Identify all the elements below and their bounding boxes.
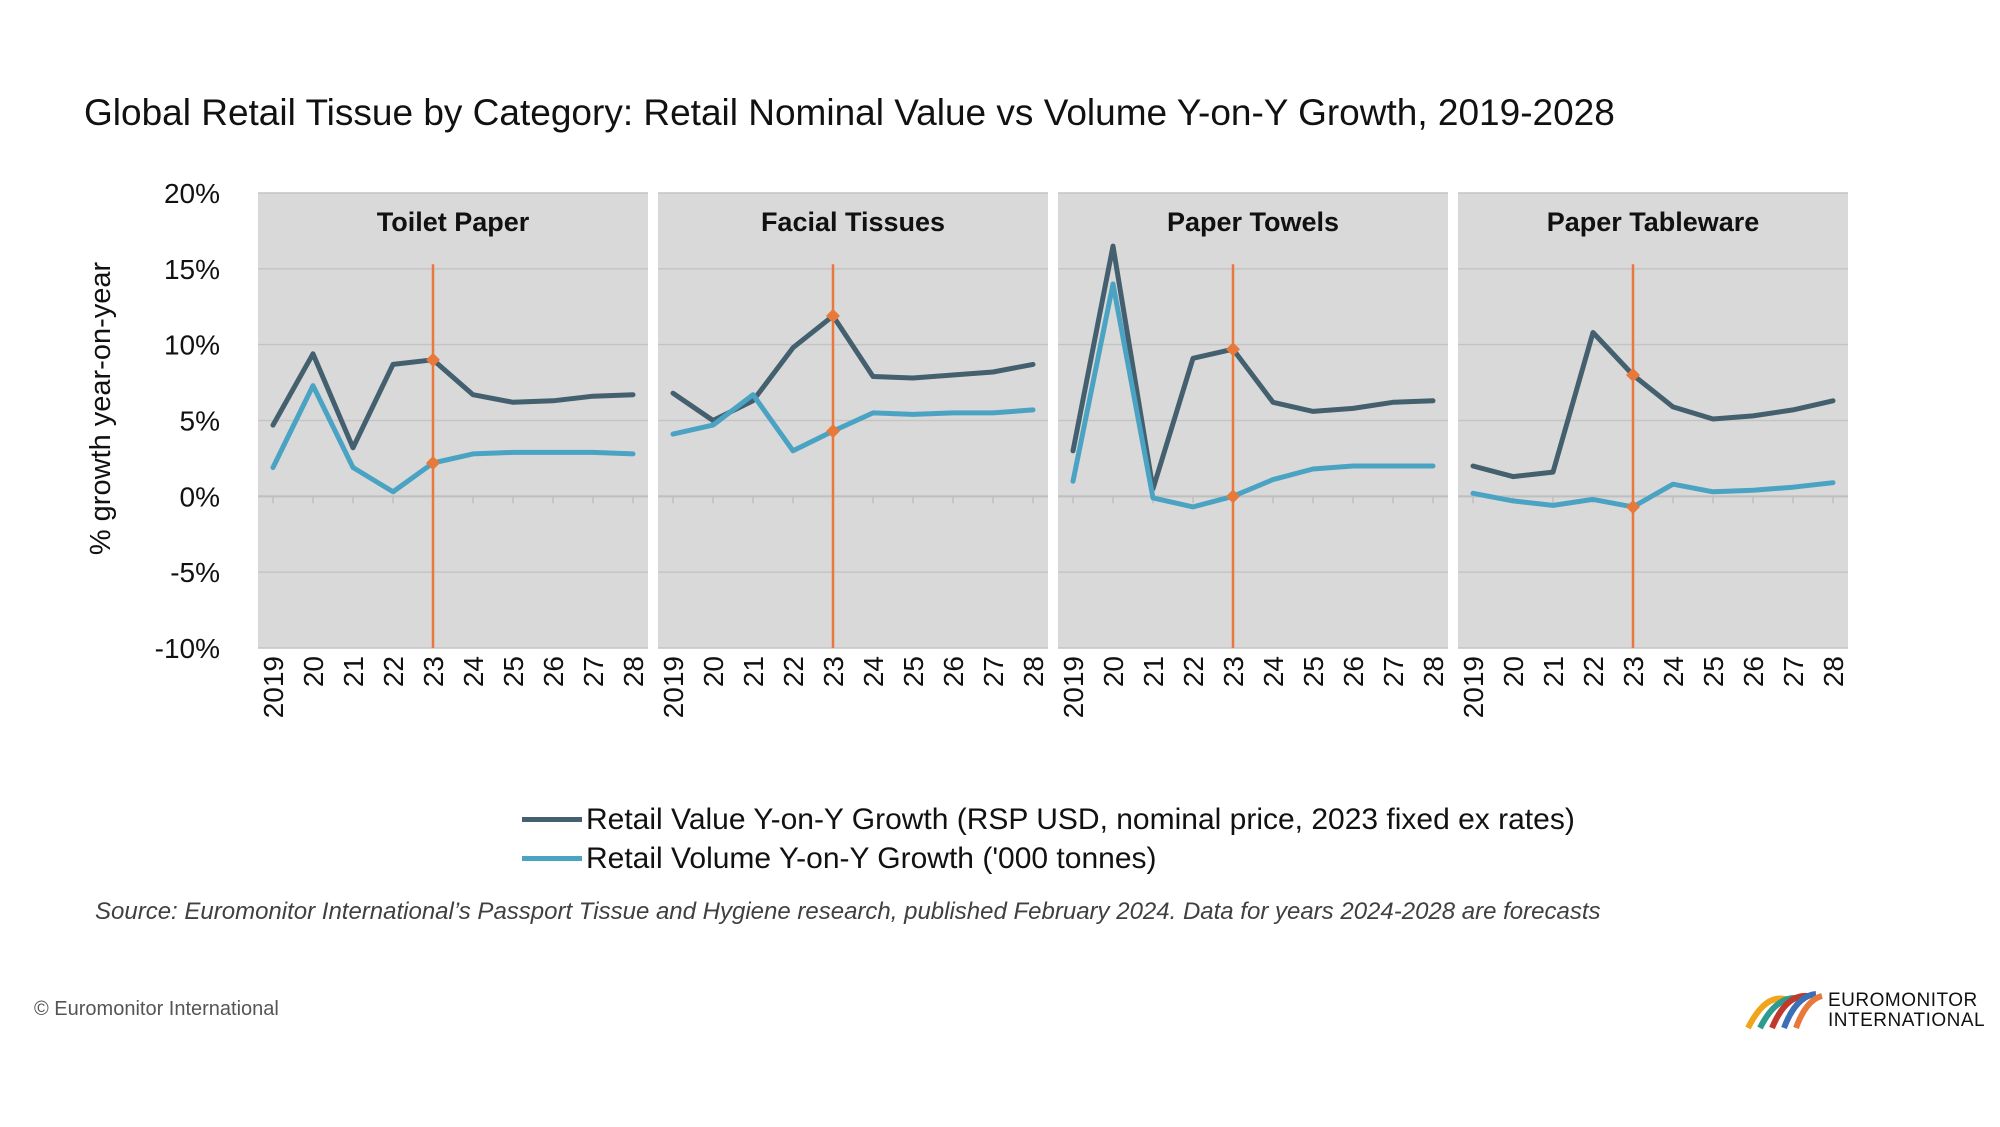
legend-swatch-value [522, 817, 582, 822]
legend: Retail Value Y-on-Y Growth (RSP USD, nom… [522, 800, 1575, 878]
series-value-line [1070, 243, 1436, 492]
legend-label-value: Retail Value Y-on-Y Growth (RSP USD, nom… [586, 802, 1575, 836]
x-tick-label: 25 [1298, 656, 1329, 687]
highlight-point [1626, 368, 1640, 382]
x-tick-label: 27 [1378, 656, 1409, 687]
chart-title: Global Retail Tissue by Category: Retail… [84, 92, 1615, 133]
x-tick-label: 24 [1258, 656, 1289, 687]
x-tick-label: 2019 [658, 656, 689, 718]
x-tick-label: 27 [1778, 656, 1809, 687]
logo-arcs-icon [1745, 991, 1823, 1030]
x-tick-label: 20 [1098, 656, 1129, 687]
highlight-point [426, 455, 440, 470]
x-tick-label: 25 [498, 656, 529, 687]
x-tick-label: 21 [738, 656, 769, 687]
legend-swatch-volume [522, 856, 582, 861]
chart-area: % growth year-on-year 20% 15% 10% 5% 0% -5% -10… [85, 178, 1849, 718]
panel-title: Paper Tableware [1547, 207, 1760, 237]
legend-item-value: Retail Value Y-on-Y Growth (RSP USD, nom… [522, 800, 1575, 839]
series-volume-line [1470, 480, 1836, 510]
highlight-point [826, 308, 840, 323]
y-tick-label: 0% [180, 481, 220, 512]
euromonitor-logo: EUROMONITOR INTERNATIONAL [1744, 990, 1985, 1032]
panel-title: Paper Towels [1167, 207, 1339, 237]
logo-line-2: INTERNATIONAL [1828, 1010, 1986, 1031]
highlight-point [1226, 489, 1240, 504]
x-tick-label: 20 [698, 656, 729, 687]
x-tick-label: 24 [1658, 656, 1689, 687]
series-volume-line [1070, 281, 1436, 510]
x-tick-label: 27 [578, 656, 609, 687]
x-tick-label: 20 [1498, 656, 1529, 687]
x-tick-label: 28 [618, 656, 649, 687]
x-tick-label: 22 [1178, 656, 1209, 687]
legend-item-volume: Retail Volume Y-on-Y Growth ('000 tonnes… [522, 839, 1575, 878]
x-tick-label: 21 [1138, 656, 1169, 687]
series-volume-line [270, 383, 636, 495]
y-tick-label: 20% [164, 178, 220, 209]
legend-label-volume: Retail Volume Y-on-Y Growth ('000 tonnes… [586, 841, 1157, 875]
highlight-point [1226, 342, 1240, 357]
x-tick-label: 23 [1618, 656, 1649, 687]
highlight-point [426, 352, 440, 367]
series-volume-line [670, 392, 1036, 454]
x-tick-label: 23 [1218, 656, 1249, 687]
x-tick-label: 26 [538, 656, 569, 687]
x-tick-label: 21 [1538, 656, 1569, 687]
y-tick-label: -10% [155, 633, 220, 664]
source-note: Source: Euromonitor International’s Pass… [95, 898, 1601, 925]
x-tick-label: 28 [1018, 656, 1049, 687]
x-tick-label: 20 [298, 656, 329, 687]
x-tick-label: 27 [978, 656, 1009, 687]
copyright-note: © Euromonitor International [34, 998, 279, 1020]
x-tick-label: 22 [778, 656, 809, 687]
x-tick-label: 26 [1338, 656, 1369, 687]
y-tick-label: 5% [180, 406, 220, 437]
panel-title: Toilet Paper [377, 207, 530, 237]
y-tick-label: 15% [164, 254, 220, 285]
x-tick-label: 24 [458, 656, 489, 687]
x-tick-label: 26 [938, 656, 969, 687]
x-tick-label: 25 [1698, 656, 1729, 687]
x-tick-label: 28 [1818, 656, 1849, 687]
y-tick-label: -5% [170, 557, 220, 588]
x-tick-label: 28 [1418, 656, 1449, 687]
x-tick-label: 23 [418, 656, 449, 687]
y-axis-label: % growth year-on-year [85, 261, 117, 555]
x-tick-label: 26 [1738, 656, 1769, 687]
logo-line-1: EUROMONITOR [1828, 990, 1978, 1011]
series-value-line [270, 351, 636, 451]
highlight-point [1626, 499, 1640, 514]
highlight-point [826, 424, 840, 439]
x-tick-label: 2019 [1058, 656, 1089, 718]
x-tick-label: 22 [1578, 656, 1609, 687]
series-value-line [1470, 330, 1836, 480]
y-tick-label: 10% [164, 330, 220, 361]
x-tick-label: 2019 [1458, 656, 1489, 718]
x-tick-label: 23 [818, 656, 849, 687]
panel-title: Facial Tissues [761, 207, 945, 237]
x-tick-label: 24 [858, 656, 889, 687]
x-tick-label: 22 [378, 656, 409, 687]
x-tick-label: 21 [338, 656, 369, 687]
x-tick-label: 2019 [258, 656, 289, 718]
x-tick-label: 25 [898, 656, 929, 687]
